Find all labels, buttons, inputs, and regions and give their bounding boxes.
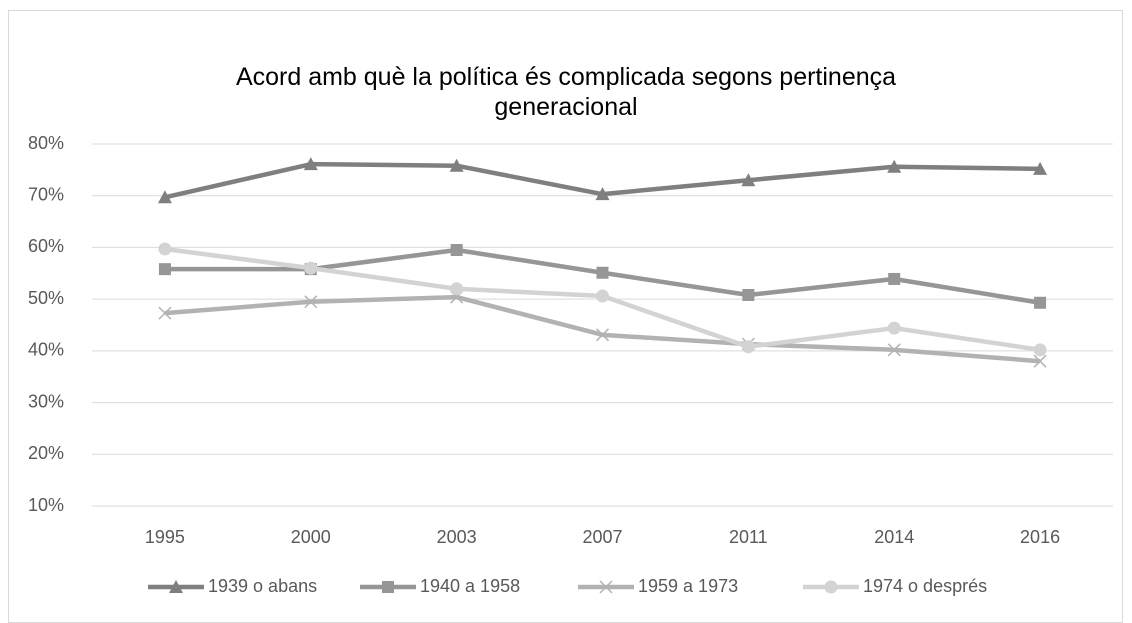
y-tick-label: 10% bbox=[28, 495, 64, 515]
y-tick-label: 30% bbox=[28, 391, 64, 411]
data-point bbox=[303, 157, 318, 171]
data-point bbox=[1033, 354, 1047, 368]
data-point bbox=[887, 159, 902, 173]
data-point bbox=[158, 263, 171, 276]
legend-marker bbox=[599, 580, 613, 594]
x-tick-label: 2016 bbox=[1020, 527, 1060, 547]
data-point bbox=[742, 289, 755, 302]
data-point bbox=[450, 244, 463, 257]
y-tick-label: 70% bbox=[28, 184, 64, 204]
x-tick-label: 2011 bbox=[729, 527, 768, 547]
data-point bbox=[887, 343, 901, 357]
x-tick-label: 1995 bbox=[145, 527, 185, 547]
y-tick-label: 80% bbox=[28, 133, 64, 153]
x-tick-label: 2007 bbox=[582, 527, 622, 547]
x-tick-label: 2000 bbox=[291, 527, 331, 547]
data-point bbox=[596, 266, 609, 279]
data-point bbox=[450, 282, 464, 296]
legend-label: 1939 o abans bbox=[208, 576, 317, 596]
legend-label: 1940 a 1958 bbox=[420, 576, 520, 596]
legend-marker bbox=[169, 580, 183, 593]
data-point bbox=[888, 272, 901, 285]
y-tick-label: 20% bbox=[28, 443, 64, 463]
y-tick-label: 50% bbox=[28, 288, 64, 308]
data-point bbox=[595, 187, 610, 201]
legend-marker bbox=[824, 580, 838, 594]
data-point bbox=[887, 321, 901, 335]
data-point bbox=[741, 340, 755, 354]
data-point bbox=[157, 190, 172, 204]
data-point bbox=[595, 328, 610, 342]
legend-marker bbox=[382, 581, 394, 593]
data-point bbox=[158, 242, 172, 256]
data-point bbox=[741, 173, 756, 187]
data-point bbox=[304, 295, 318, 309]
x-tick-label: 2003 bbox=[437, 527, 477, 547]
chart-title: Acord amb què la política és complicada … bbox=[235, 63, 897, 121]
data-point bbox=[449, 158, 464, 172]
data-point bbox=[1033, 343, 1047, 357]
x-tick-label: 2014 bbox=[874, 527, 914, 547]
data-point bbox=[1034, 296, 1047, 309]
data-point bbox=[596, 289, 609, 303]
y-tick-label: 60% bbox=[28, 236, 64, 256]
data-point bbox=[1033, 161, 1048, 175]
legend-label: 1959 a 1973 bbox=[638, 576, 738, 596]
data-point bbox=[304, 261, 318, 275]
data-point bbox=[158, 306, 172, 320]
y-tick-label: 40% bbox=[28, 340, 64, 360]
legend-label: 1974 o després bbox=[863, 576, 987, 596]
